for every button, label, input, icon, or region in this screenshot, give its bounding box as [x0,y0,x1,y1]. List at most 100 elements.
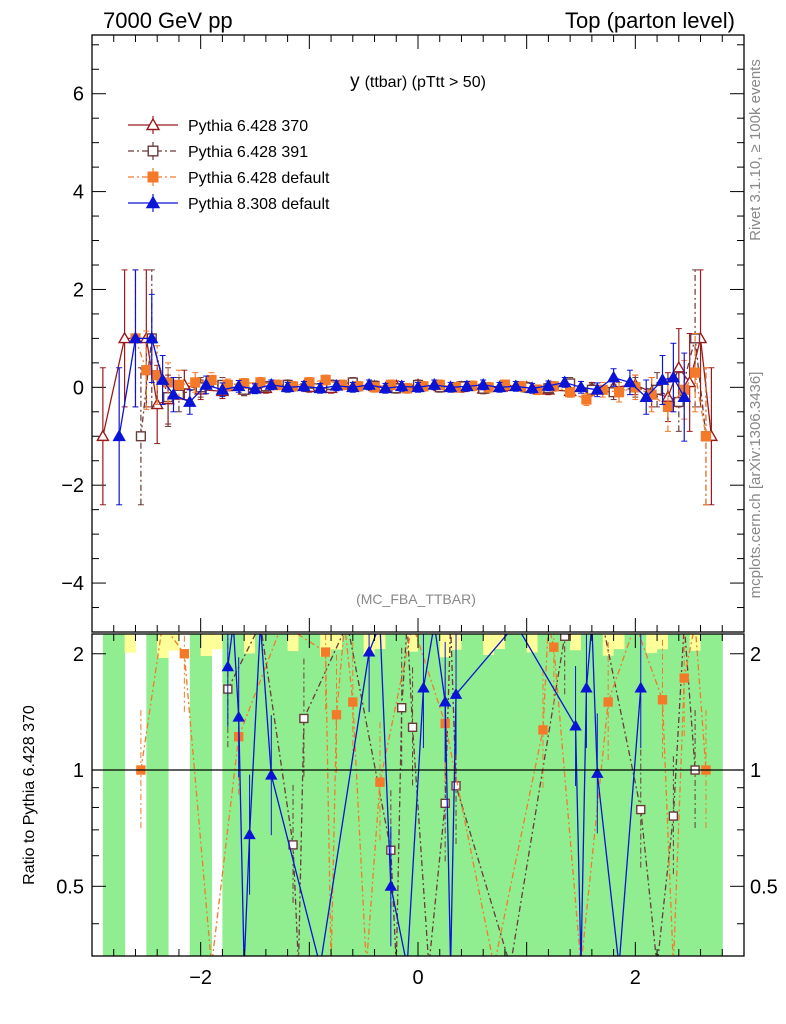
uncertainty-band [157,634,169,956]
y-tick-label: 6 [73,84,84,106]
ratio-point [549,642,559,652]
legend-item: Pythia 6.428 391 [128,142,308,161]
outer-band [320,634,332,657]
legend-label: Pythia 8.308 default [188,196,330,213]
ratio-point [634,681,647,693]
data-point [297,379,311,392]
ratio-point [438,695,452,707]
data-point [509,379,523,392]
data-point [666,370,681,383]
data-point [264,377,279,390]
data-point [662,401,674,413]
ratio-point [657,695,668,705]
outer-band [483,634,495,655]
ratio-point [569,719,582,731]
uncertainty-band [428,634,441,956]
outer-band [124,634,136,653]
ratio-point [417,681,430,693]
rivet-label: Rivet 3.1.10, ≥ 100k events [747,59,764,241]
uncertainty-band [657,634,669,956]
main-title-y: y [350,71,360,92]
data-point [590,382,605,395]
data-point [135,431,147,442]
data-point [606,370,621,383]
main-axes: −4 −2 0 2 4 6 [61,35,745,633]
uncertainty-band [548,634,560,956]
data-point [231,379,246,392]
data-point [492,380,507,393]
legend-marker [147,171,159,183]
data-point [677,390,691,402]
ratio-point [375,777,385,787]
data-point [155,373,170,385]
uncertainty-band [515,634,528,956]
ratio-line [227,634,696,956]
data-point [320,374,331,386]
uncertainty-band [494,634,506,956]
data-point [255,377,266,388]
ratio-point [221,660,235,672]
outer-band [287,634,299,652]
data-point [427,377,442,390]
legend-item: Pythia 6.428 370 [128,116,308,135]
x-tick-label: −2 [189,967,212,989]
uncertainty-band [624,634,636,956]
mcplots-label: mcplots.cern.ch [arXiv:1306.3436] [747,372,764,599]
outer-band [211,634,223,650]
data-point [476,377,490,390]
ratio-y-tick-label-right: 1 [750,760,761,782]
uncertainty-band [341,634,354,956]
data-point [190,377,201,388]
data-point [96,429,110,442]
x-tick-label: 0 [412,967,423,989]
y-tick-label: 4 [73,182,84,204]
ratio-y-tick-label: 2 [73,644,84,666]
ratio-point [580,681,593,693]
uncertainty-band [276,634,289,956]
outer-band [689,634,702,651]
uncertainty-band [396,634,408,956]
ratio-point [679,673,689,683]
ratio-point [232,710,245,722]
uncertainty-band [504,634,517,956]
ratio-point [384,879,398,891]
main-title-sub: (ttbar) (pTtt > 50) [365,74,486,91]
uncertainty-band [363,634,376,956]
uncertainty-band [537,634,549,956]
data-point [565,387,576,398]
ratio-point [449,687,463,699]
uncertainty-band [298,634,310,956]
main-panel: −4 −2 0 2 4 6 y (ttbar) (pTtt > 50) (MC_FBA_TT… [61,34,745,633]
ratio-point [603,697,613,707]
series-pythia-8-308-default [112,269,691,506]
ratio-point [331,710,342,720]
uncertainty-band [461,634,473,956]
data-point [145,331,159,344]
uncertainty-band [309,634,321,956]
header-left: 7000 GeV pp [103,8,233,33]
outer-band [570,634,582,651]
data-point [394,379,409,392]
ratio-y-tick-label-right: 0.5 [750,876,778,898]
ratio-panel: 0.5 0.5 1 1 2 2 −2 0 2 Ratio to Pythia 6.428 370 [21,633,778,989]
legend-label: Pythia 6.428 370 [188,118,308,135]
uncertainty-band [450,634,462,956]
uncertainty-band [352,634,365,956]
outer-band [407,634,419,652]
ratio-point [299,713,309,724]
uncertainty-band [189,634,202,956]
uncertainty-band [613,634,625,956]
ratio-series-pythia-6-428-391 [223,634,700,956]
ratio-point [668,811,679,821]
legend-marker [145,195,161,209]
ratio-point [560,634,570,641]
ratio-frame [91,633,745,957]
legend-label: Pythia 6.428 default [188,170,330,187]
data-point [173,379,185,390]
uncertainty-band [407,634,419,956]
data-point [215,382,230,395]
data-point [411,380,425,393]
data-point [460,379,474,392]
data-point [117,331,132,344]
data-point [128,331,143,344]
